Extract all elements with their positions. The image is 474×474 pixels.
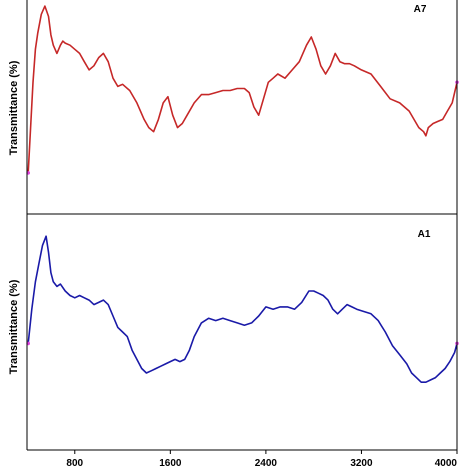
series-line-a1 (27, 235, 458, 383)
series-a7 (26, 5, 459, 175)
series-a1 (26, 235, 459, 383)
x-tick-label: 3200 (350, 458, 373, 469)
y-axis-label-bottom: Transmittance (%) (8, 279, 20, 374)
chart-panel-a7: Transmittance (%) A7 (8, 4, 459, 175)
x-tick-label: 2400 (255, 458, 278, 469)
x-tick-label: 1600 (159, 458, 182, 469)
chart-panel-a1: Transmittance (%) A1 (8, 229, 459, 383)
x-axis-ticks: 800 1600 2400 3200 4000 (66, 450, 458, 469)
panel-title-a7: A7 (414, 4, 427, 15)
axes (26, 0, 458, 451)
x-tick-label: 800 (66, 458, 83, 469)
x-tick-label: 4000 (435, 458, 458, 469)
y-axis-label-top: Transmittance (%) (8, 60, 20, 155)
series-line-a7 (27, 5, 458, 173)
panel-title-a1: A1 (418, 229, 431, 240)
